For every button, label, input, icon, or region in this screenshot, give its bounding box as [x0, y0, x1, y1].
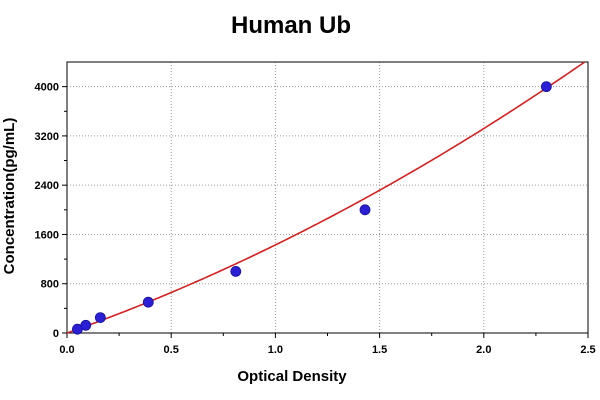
- x-axis-label: Optical Density: [237, 368, 347, 385]
- y-tick-label: 0: [53, 328, 59, 340]
- ticks: 0.0 0.5 1.0 1.5 2.0 2.5 0 800 1600 2400 3200 4000: [35, 82, 596, 356]
- fit-curve: [66, 61, 586, 334]
- y-tick-label: 4000: [35, 82, 59, 94]
- x-tick-label: 0.0: [59, 344, 74, 356]
- y-tick-label: 2400: [35, 180, 59, 192]
- y-tick-label: 3200: [35, 131, 59, 143]
- chart-title: Human Ub: [231, 12, 351, 39]
- data-point: [359, 204, 371, 216]
- x-tick-label: 1.5: [372, 344, 387, 356]
- data-point: [80, 319, 92, 331]
- y-tick-label: 1600: [35, 229, 59, 241]
- grid: [67, 62, 588, 333]
- fit-curve-line: [66, 61, 586, 334]
- data-point: [142, 296, 154, 308]
- x-tick-label: 1.0: [268, 344, 283, 356]
- data-points: [72, 81, 552, 335]
- x-tick-label: 2.0: [476, 344, 491, 356]
- x-tick-label: 0.5: [164, 344, 179, 356]
- y-axis-label: Concentration(pg/mL): [1, 118, 18, 275]
- data-point: [230, 266, 242, 277]
- x-tick-label: 2.5: [580, 344, 595, 356]
- data-point: [540, 81, 552, 93]
- data-point: [94, 312, 106, 324]
- plot-frame: [66, 61, 589, 334]
- y-tick-label: 800: [41, 279, 59, 291]
